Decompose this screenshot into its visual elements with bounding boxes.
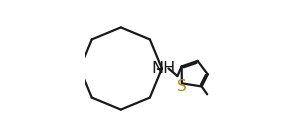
Text: NH: NH bbox=[151, 61, 175, 76]
Text: S: S bbox=[177, 79, 187, 94]
